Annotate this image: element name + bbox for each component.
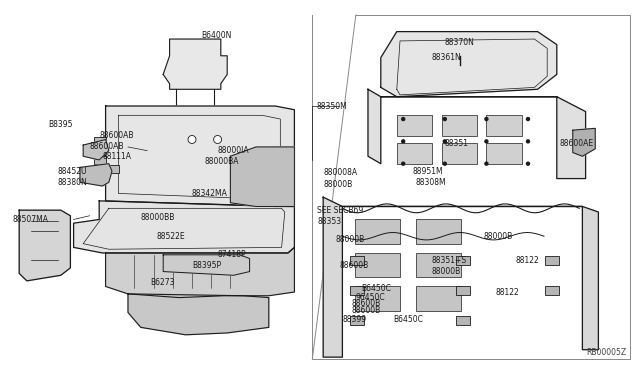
Text: 88522E: 88522E — [157, 232, 186, 241]
Circle shape — [444, 140, 446, 143]
Circle shape — [402, 140, 404, 143]
Text: 96450C: 96450C — [355, 293, 385, 302]
Polygon shape — [128, 294, 269, 335]
Text: 88353: 88353 — [317, 217, 342, 226]
Text: 88600B: 88600B — [352, 306, 381, 315]
Text: B8395: B8395 — [48, 120, 72, 129]
Bar — [416, 253, 461, 277]
Bar — [107, 165, 119, 173]
Text: 88000B: 88000B — [323, 180, 353, 189]
Circle shape — [444, 162, 446, 165]
Bar — [442, 143, 477, 164]
Text: B8395P: B8395P — [192, 262, 221, 270]
Bar — [416, 286, 461, 311]
Text: 88000BA: 88000BA — [205, 157, 239, 166]
Circle shape — [485, 118, 488, 121]
Text: B6400N: B6400N — [202, 31, 232, 40]
Bar — [355, 253, 400, 277]
Bar — [456, 256, 470, 265]
Polygon shape — [163, 39, 227, 89]
Circle shape — [527, 140, 529, 143]
Circle shape — [402, 162, 404, 165]
Polygon shape — [80, 164, 112, 186]
Text: 88951M: 88951M — [413, 167, 444, 176]
Polygon shape — [163, 255, 250, 275]
Text: 88351: 88351 — [445, 139, 468, 148]
Text: 88122: 88122 — [515, 256, 539, 265]
Text: 88380N: 88380N — [58, 178, 87, 187]
Text: 88600AB: 88600AB — [90, 142, 124, 151]
Text: B6273: B6273 — [150, 278, 175, 287]
Bar — [94, 137, 106, 145]
Bar — [355, 286, 400, 311]
Text: 880008A: 880008A — [323, 169, 357, 177]
Text: 88399: 88399 — [342, 315, 367, 324]
Text: 88370N: 88370N — [445, 38, 475, 47]
Polygon shape — [19, 210, 70, 281]
Text: 88600B: 88600B — [339, 262, 369, 270]
Text: B6450C: B6450C — [362, 284, 392, 293]
Bar — [545, 256, 559, 265]
Text: 88350M: 88350M — [317, 102, 348, 110]
Text: 88507MA: 88507MA — [13, 215, 49, 224]
Polygon shape — [106, 106, 294, 206]
Text: 88000IA: 88000IA — [218, 146, 249, 155]
Circle shape — [214, 135, 221, 144]
Text: 88600B: 88600B — [352, 299, 381, 308]
Text: 88600AB: 88600AB — [99, 131, 134, 140]
Bar — [94, 156, 106, 164]
Polygon shape — [323, 197, 598, 357]
Text: 88000BB: 88000BB — [141, 213, 175, 222]
Circle shape — [188, 135, 196, 144]
Text: 88000B: 88000B — [483, 232, 513, 241]
Text: 88122: 88122 — [496, 288, 520, 296]
Circle shape — [527, 118, 529, 121]
Text: 87418P: 87418P — [218, 250, 246, 259]
Text: 88111A: 88111A — [102, 152, 131, 161]
Circle shape — [485, 162, 488, 165]
Text: 88342MA: 88342MA — [192, 189, 228, 198]
Polygon shape — [74, 201, 294, 253]
Polygon shape — [573, 128, 595, 156]
Bar — [545, 286, 559, 295]
Polygon shape — [230, 147, 294, 206]
Polygon shape — [381, 32, 557, 97]
Text: B6450C: B6450C — [394, 315, 424, 324]
Bar — [350, 316, 364, 325]
Circle shape — [402, 118, 404, 121]
Bar — [416, 219, 461, 244]
Bar — [442, 115, 477, 136]
Polygon shape — [83, 140, 109, 160]
Bar — [355, 219, 400, 244]
Bar — [456, 316, 470, 325]
Bar — [350, 256, 364, 265]
Text: 88000B: 88000B — [432, 267, 461, 276]
Polygon shape — [106, 247, 294, 298]
Text: 88452U: 88452U — [58, 167, 87, 176]
Text: SEE SECB69: SEE SECB69 — [317, 206, 364, 215]
Text: 88000B: 88000B — [336, 235, 365, 244]
Circle shape — [444, 118, 446, 121]
Bar — [397, 115, 432, 136]
Bar — [456, 286, 470, 295]
Circle shape — [485, 140, 488, 143]
Bar — [486, 115, 522, 136]
Text: 88351+S: 88351+S — [432, 256, 467, 265]
Circle shape — [527, 162, 529, 165]
Bar — [486, 143, 522, 164]
Text: 88361N: 88361N — [432, 53, 461, 62]
Polygon shape — [368, 89, 586, 179]
Text: RB00005Z: RB00005Z — [586, 348, 626, 357]
Bar — [397, 143, 432, 164]
Bar — [350, 286, 364, 295]
Text: 88600AE: 88600AE — [560, 139, 594, 148]
Text: 88308M: 88308M — [416, 178, 447, 187]
